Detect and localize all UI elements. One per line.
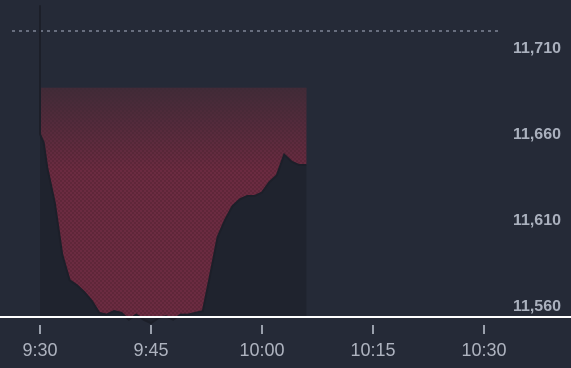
x-tick-label: 10:30 xyxy=(461,340,506,360)
y-tick-label: 11,560 xyxy=(513,298,561,315)
y-tick-label: 11,660 xyxy=(513,126,561,143)
y-tick-label: 11,610 xyxy=(513,212,561,229)
x-tick-label: 10:00 xyxy=(239,340,284,360)
area-under xyxy=(40,5,307,324)
y-axis-labels: 11,710 11,660 11,610 11,560 xyxy=(513,40,561,315)
x-axis: 9:30 9:45 10:00 10:15 10:30 xyxy=(22,325,507,360)
y-tick-label: 11,710 xyxy=(513,40,561,57)
area-fade xyxy=(40,87,307,324)
x-tick-label: 9:30 xyxy=(22,340,57,360)
area-layer xyxy=(39,5,307,325)
x-tick-label: 10:15 xyxy=(350,340,395,360)
x-tick-label: 9:45 xyxy=(133,340,168,360)
